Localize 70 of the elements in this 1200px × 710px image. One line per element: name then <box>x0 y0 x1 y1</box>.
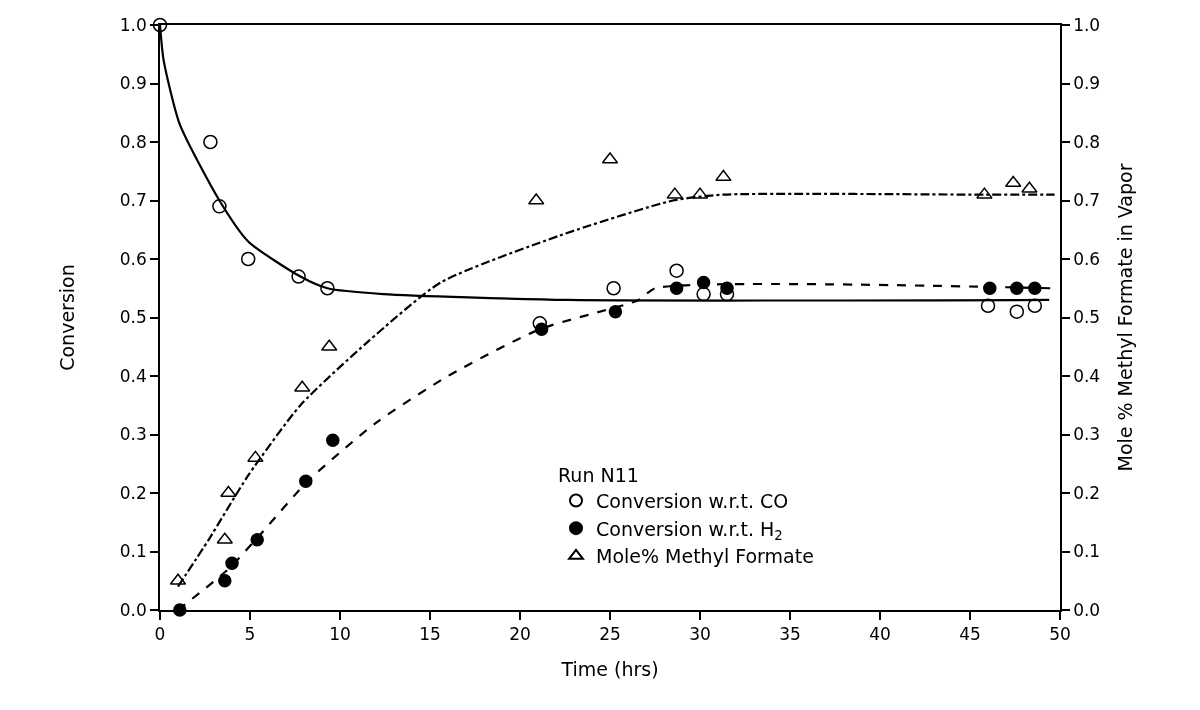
y2-tick-label: 0.0 <box>1073 599 1101 620</box>
point <box>299 474 313 489</box>
y-tick-label: 0.9 <box>119 73 147 94</box>
point <box>250 533 264 547</box>
y2-tick-label: 1.0 <box>1073 14 1101 35</box>
point <box>534 322 549 336</box>
point <box>326 433 340 448</box>
y-tick-label: 0.3 <box>119 424 147 445</box>
point <box>291 269 306 284</box>
y-tick-label: 0.5 <box>119 307 147 328</box>
y-tick-label: 0.2 <box>119 482 147 503</box>
y2-tick-label: 0.8 <box>1073 131 1101 152</box>
legend-label: Conversion w.r.t. H$_{2}$ <box>596 517 783 543</box>
y2-tick-label: 0.2 <box>1073 482 1101 503</box>
y2-tick-label: 0.1 <box>1073 541 1101 562</box>
point <box>1009 304 1025 319</box>
y-tick-label: 0.7 <box>119 190 147 211</box>
point <box>669 281 684 295</box>
point <box>1027 298 1043 314</box>
point <box>720 281 734 295</box>
x-tick-label: 40 <box>869 624 891 645</box>
point <box>225 556 239 570</box>
y2-tick-label: 0.3 <box>1073 424 1101 445</box>
x-tick-label: 20 <box>509 624 531 645</box>
point <box>212 199 227 214</box>
legend-label: Conversion w.r.t. CO <box>596 489 789 512</box>
y2-tick-label: 0.5 <box>1073 307 1101 328</box>
point <box>669 263 684 278</box>
point <box>608 304 623 319</box>
y-tick-label: 0.8 <box>119 131 147 152</box>
point <box>320 281 335 296</box>
y-tick-label: 0.6 <box>119 248 147 269</box>
x-tick-label: 5 <box>244 624 256 645</box>
x-tick-label: 35 <box>779 624 801 645</box>
point <box>1010 281 1024 295</box>
legend-title: Run N11 <box>558 463 639 486</box>
x-tick-label: 30 <box>689 624 711 645</box>
point <box>220 485 237 497</box>
y2-tick-label: 0.4 <box>1073 365 1101 386</box>
x-tick-label: 25 <box>599 624 621 645</box>
y-tick-label: 0.4 <box>119 365 147 386</box>
point <box>980 298 996 314</box>
point <box>247 450 264 462</box>
y-tick-label: 1.0 <box>119 14 147 35</box>
point <box>1021 181 1038 193</box>
x-tick-label: 0 <box>154 624 166 645</box>
x-axis-title: Time (hrs) <box>560 658 659 681</box>
point <box>203 134 218 150</box>
y-tick-label: 0.1 <box>119 541 147 562</box>
point <box>240 251 256 267</box>
point <box>976 187 993 199</box>
x-tick-label: 45 <box>959 624 981 645</box>
y2-tick-label: 0.9 <box>1073 73 1101 94</box>
point <box>983 281 997 295</box>
point <box>696 286 711 302</box>
x-tick-label: 15 <box>419 624 441 645</box>
y2-axis-title: Mole % Methyl Formate in Vapor <box>1114 163 1137 472</box>
point <box>715 169 732 182</box>
point <box>532 316 548 331</box>
x-tick-label: 50 <box>1049 624 1071 645</box>
x-tick-label: 10 <box>329 624 351 645</box>
legend-label: Mole% Methyl Formate <box>596 545 814 568</box>
point <box>606 281 621 296</box>
point <box>1028 281 1042 295</box>
y2-tick-label: 0.7 <box>1073 190 1101 211</box>
point <box>218 574 232 588</box>
y2-tick-label: 0.6 <box>1073 248 1101 269</box>
y-axis-title: Conversion <box>56 264 79 371</box>
point <box>696 275 711 290</box>
y-tick-label: 0.0 <box>119 599 147 620</box>
